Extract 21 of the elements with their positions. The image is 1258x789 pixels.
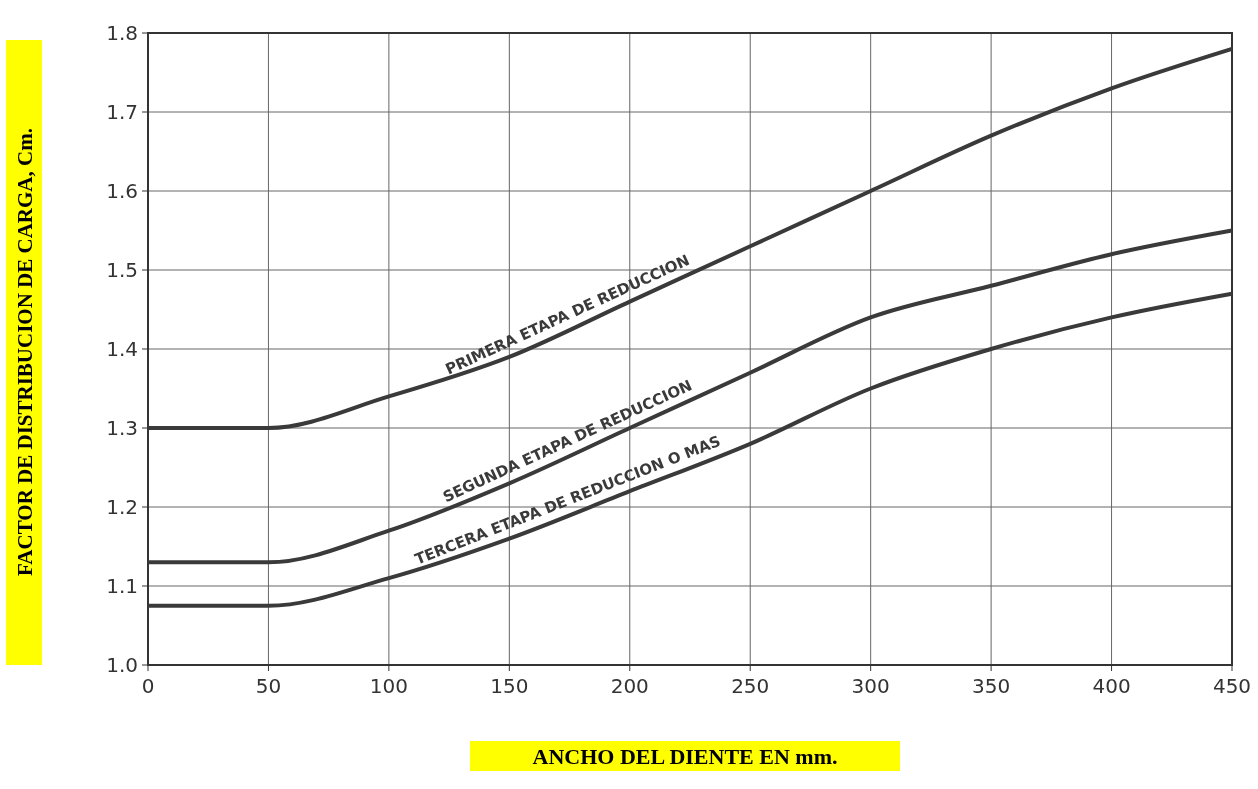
y-tick-label: 1.1 bbox=[106, 574, 138, 598]
x-tick-label: 50 bbox=[255, 674, 282, 698]
x-tick-label: 150 bbox=[490, 674, 529, 698]
y-tick-label: 1.8 bbox=[106, 21, 138, 45]
y-tick-label: 1.5 bbox=[106, 258, 138, 282]
y-axis-title: FACTOR DE DISTRIBUCION DE CARGA, Cm. bbox=[13, 128, 37, 576]
x-tick-label: 100 bbox=[369, 674, 408, 698]
y-tick-label: 1.7 bbox=[106, 100, 138, 124]
y-tick-label: 1.6 bbox=[106, 179, 138, 203]
y-tick-label: 1.2 bbox=[106, 495, 138, 519]
y-tick-label: 1.4 bbox=[106, 337, 138, 361]
x-tick-label: 300 bbox=[851, 674, 890, 698]
x-tick-label: 0 bbox=[141, 674, 155, 698]
y-tick-label: 1.0 bbox=[106, 653, 138, 677]
x-axis-title: ANCHO DEL DIENTE EN mm. bbox=[532, 744, 838, 769]
x-tick-label: 250 bbox=[731, 674, 770, 698]
x-tick-label: 350 bbox=[972, 674, 1011, 698]
x-tick-label: 450 bbox=[1212, 674, 1252, 698]
y-tick-label: 1.3 bbox=[106, 416, 138, 440]
x-tick-label: 400 bbox=[1092, 674, 1131, 698]
x-tick-label: 200 bbox=[610, 674, 649, 698]
